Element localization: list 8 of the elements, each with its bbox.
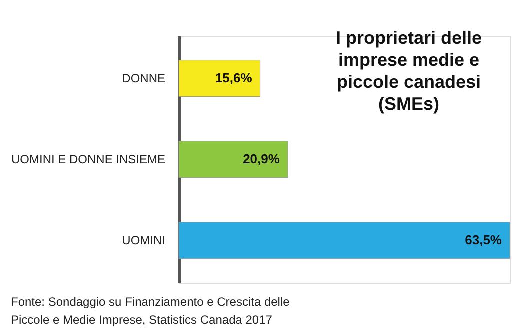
source-note: Fonte: Sondaggio su Finanziamento e Crescita delle Piccole e Medie Imprese, Statistics Canada 2017: [10, 295, 290, 327]
y-tick-label: UOMINI: [122, 233, 166, 248]
data-label: 15,6%: [215, 70, 253, 86]
y-tick-label: DONNE: [122, 72, 166, 86]
text: I proprietari delle imprese medie e piccole canadesi (SMEs): [336, 28, 482, 114]
y-tick-label: UOMINI E DONNE INSIEME: [11, 152, 166, 166]
data-label: 63,5%: [465, 232, 502, 248]
data-label: 20,9%: [243, 152, 280, 166]
